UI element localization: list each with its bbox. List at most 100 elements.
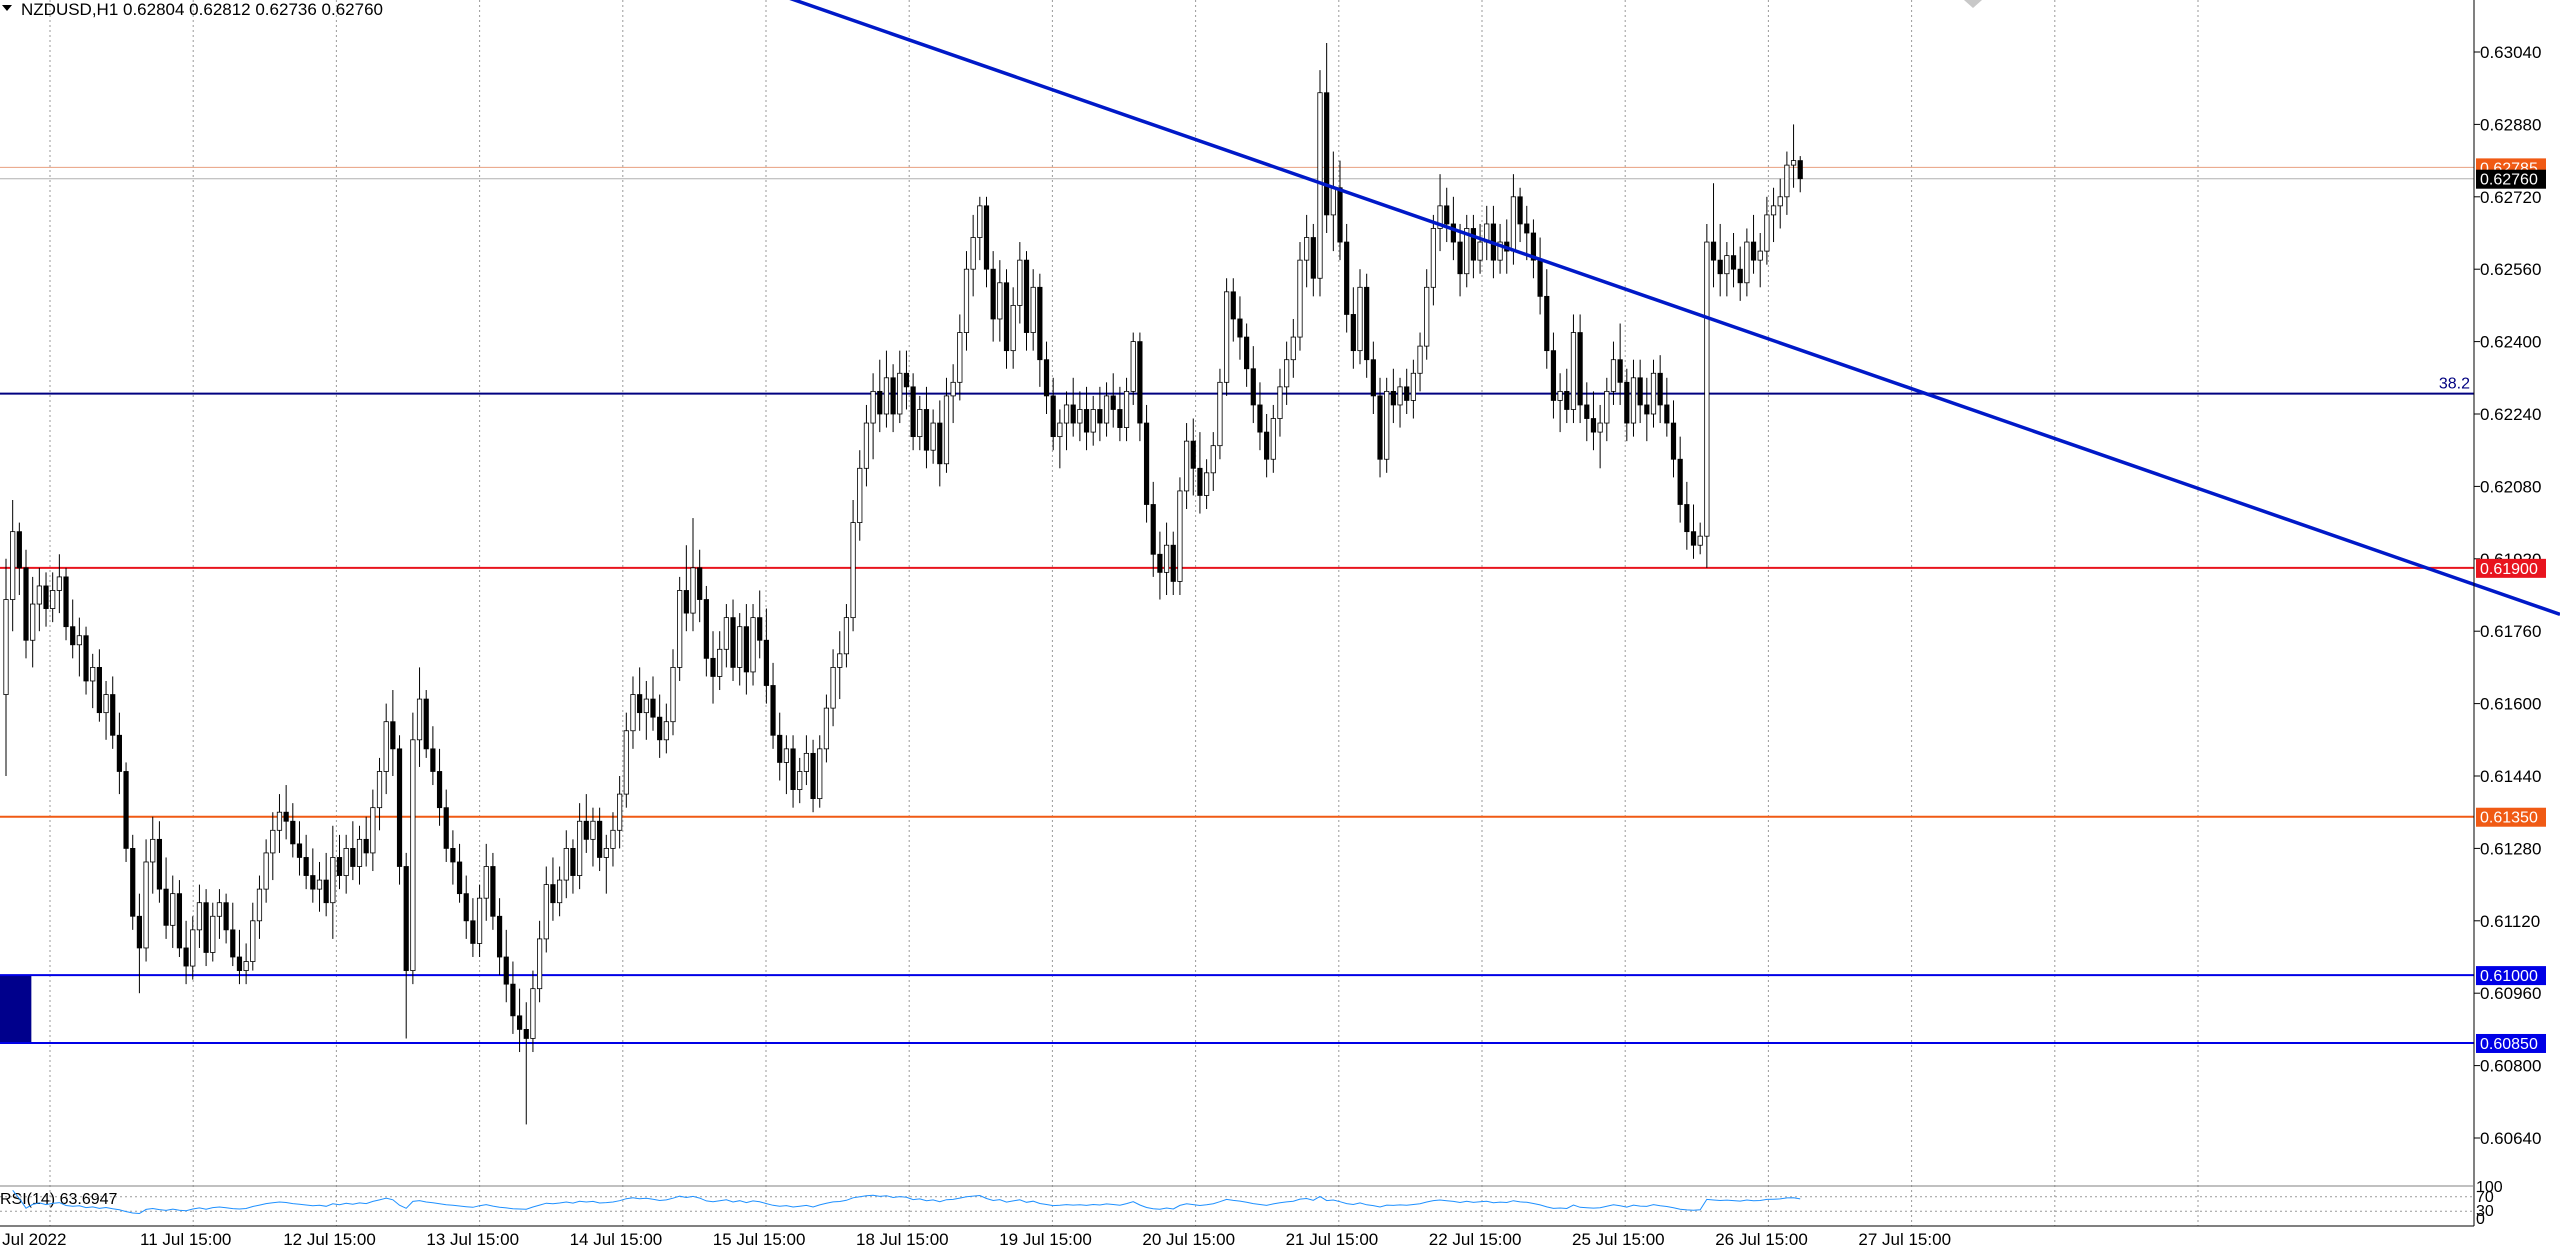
candle-bull: [150, 838, 156, 863]
candle-bear: [937, 422, 943, 465]
candle-bull: [90, 667, 96, 682]
candle-bull: [1183, 440, 1190, 492]
candle-bear: [1137, 341, 1143, 424]
candle-bear: [456, 861, 463, 895]
candle-bear: [403, 866, 409, 971]
candle-bear: [570, 848, 576, 876]
candle-bull: [1077, 409, 1083, 424]
candle-bear: [703, 599, 709, 659]
candle-bear: [1237, 318, 1243, 338]
candle-bear: [1404, 386, 1410, 401]
candle-bull: [1777, 196, 1783, 207]
candle-bear: [283, 811, 289, 822]
candle-bear: [1150, 504, 1156, 555]
horizontal-levels: 38.2: [0, 166, 2474, 1044]
candle-bear: [303, 857, 309, 876]
candle-bear: [1524, 223, 1530, 234]
candle-bear: [903, 372, 910, 388]
candle-bull: [610, 829, 616, 849]
support-zone: [0, 975, 32, 1043]
candle-bear: [1710, 241, 1717, 261]
candle-bull: [563, 848, 569, 881]
candle-bull: [963, 268, 970, 333]
candle-bear: [236, 956, 243, 971]
candle-bear: [136, 915, 142, 949]
candle-bear: [1530, 232, 1537, 261]
time-tick-label: 12 Jul 15:00: [283, 1230, 376, 1249]
price-tick-label: 0.61280: [2480, 839, 2541, 858]
candle-bear: [1083, 409, 1090, 433]
candle-bear: [1043, 359, 1050, 397]
candle-bear: [1003, 282, 1010, 352]
candle-bear: [490, 866, 496, 917]
candle-bull: [817, 748, 823, 800]
price-tick-label: 0.60800: [2480, 1057, 2541, 1076]
candle-bull: [870, 390, 876, 424]
candle-bear: [697, 567, 703, 600]
trendline[interactable]: [593, 0, 2560, 617]
candle-bear: [1050, 395, 1056, 438]
candle-bear: [163, 888, 169, 926]
candle-bear: [1590, 418, 1597, 433]
candle-bull: [1790, 160, 1797, 166]
candle-bear: [1370, 359, 1376, 397]
time-tick-label: 19 Jul 15:00: [999, 1230, 1092, 1249]
candle-bull: [897, 372, 903, 415]
candle-bear: [1637, 377, 1643, 406]
candle-bear: [23, 567, 29, 641]
trendline-line: [789, 0, 2560, 617]
candle-bull: [416, 698, 423, 741]
candle-bear: [423, 698, 429, 750]
candle-bear: [923, 409, 930, 451]
candle-bull: [1210, 445, 1216, 474]
candle-bull: [483, 866, 489, 899]
candle-bear: [1230, 291, 1236, 320]
candle-bear: [510, 983, 516, 1017]
candle-bear: [503, 956, 509, 985]
candle-bear: [1157, 553, 1163, 573]
candle-bull: [1497, 241, 1503, 261]
candle-bear: [450, 848, 456, 863]
candle-bull: [1357, 286, 1363, 352]
chart-menu-triangle-icon[interactable]: [2, 5, 12, 11]
candle-bull: [103, 694, 109, 714]
price-tick-label: 0.62720: [2480, 188, 2541, 207]
candle-bull: [1437, 205, 1443, 229]
price-tag-box: [2476, 169, 2546, 189]
candle-bear: [1037, 286, 1043, 361]
candle-bull: [1397, 386, 1403, 406]
candle-bull: [630, 694, 636, 732]
candle-bull: [883, 377, 890, 415]
chart-grid: [49, 0, 2199, 1226]
candle-bear: [1190, 440, 1196, 469]
candle-bull: [617, 793, 623, 831]
candle-bull: [803, 752, 810, 772]
candle-bear: [990, 268, 996, 320]
candle-bear: [123, 771, 129, 849]
rsi-scale-label: 30: [2476, 1203, 2494, 1220]
candle-bull: [1650, 372, 1657, 415]
candle-bull: [1630, 377, 1637, 424]
candle-bear: [1344, 241, 1350, 315]
candle-bull: [1217, 381, 1223, 447]
candle-bear: [443, 807, 449, 849]
candle-bull: [1270, 418, 1276, 460]
candle-bear: [1390, 390, 1396, 406]
candle-bear: [1730, 255, 1737, 270]
candle-bull: [1417, 345, 1423, 374]
candle-bear: [83, 635, 89, 682]
candle-bull: [823, 707, 830, 750]
candle-bull: [1017, 259, 1023, 306]
candle-bear: [1143, 422, 1150, 505]
candle-bear: [63, 576, 69, 628]
candle-bear: [1564, 390, 1570, 410]
price-tick-label: 0.60640: [2480, 1129, 2541, 1148]
candle-bear: [790, 748, 796, 790]
shift-marker-icon[interactable]: [1964, 0, 1982, 8]
candle-bull: [1330, 187, 1336, 216]
candle-bear: [350, 848, 356, 867]
candle-bull: [783, 748, 789, 763]
candle-bull: [256, 888, 263, 922]
